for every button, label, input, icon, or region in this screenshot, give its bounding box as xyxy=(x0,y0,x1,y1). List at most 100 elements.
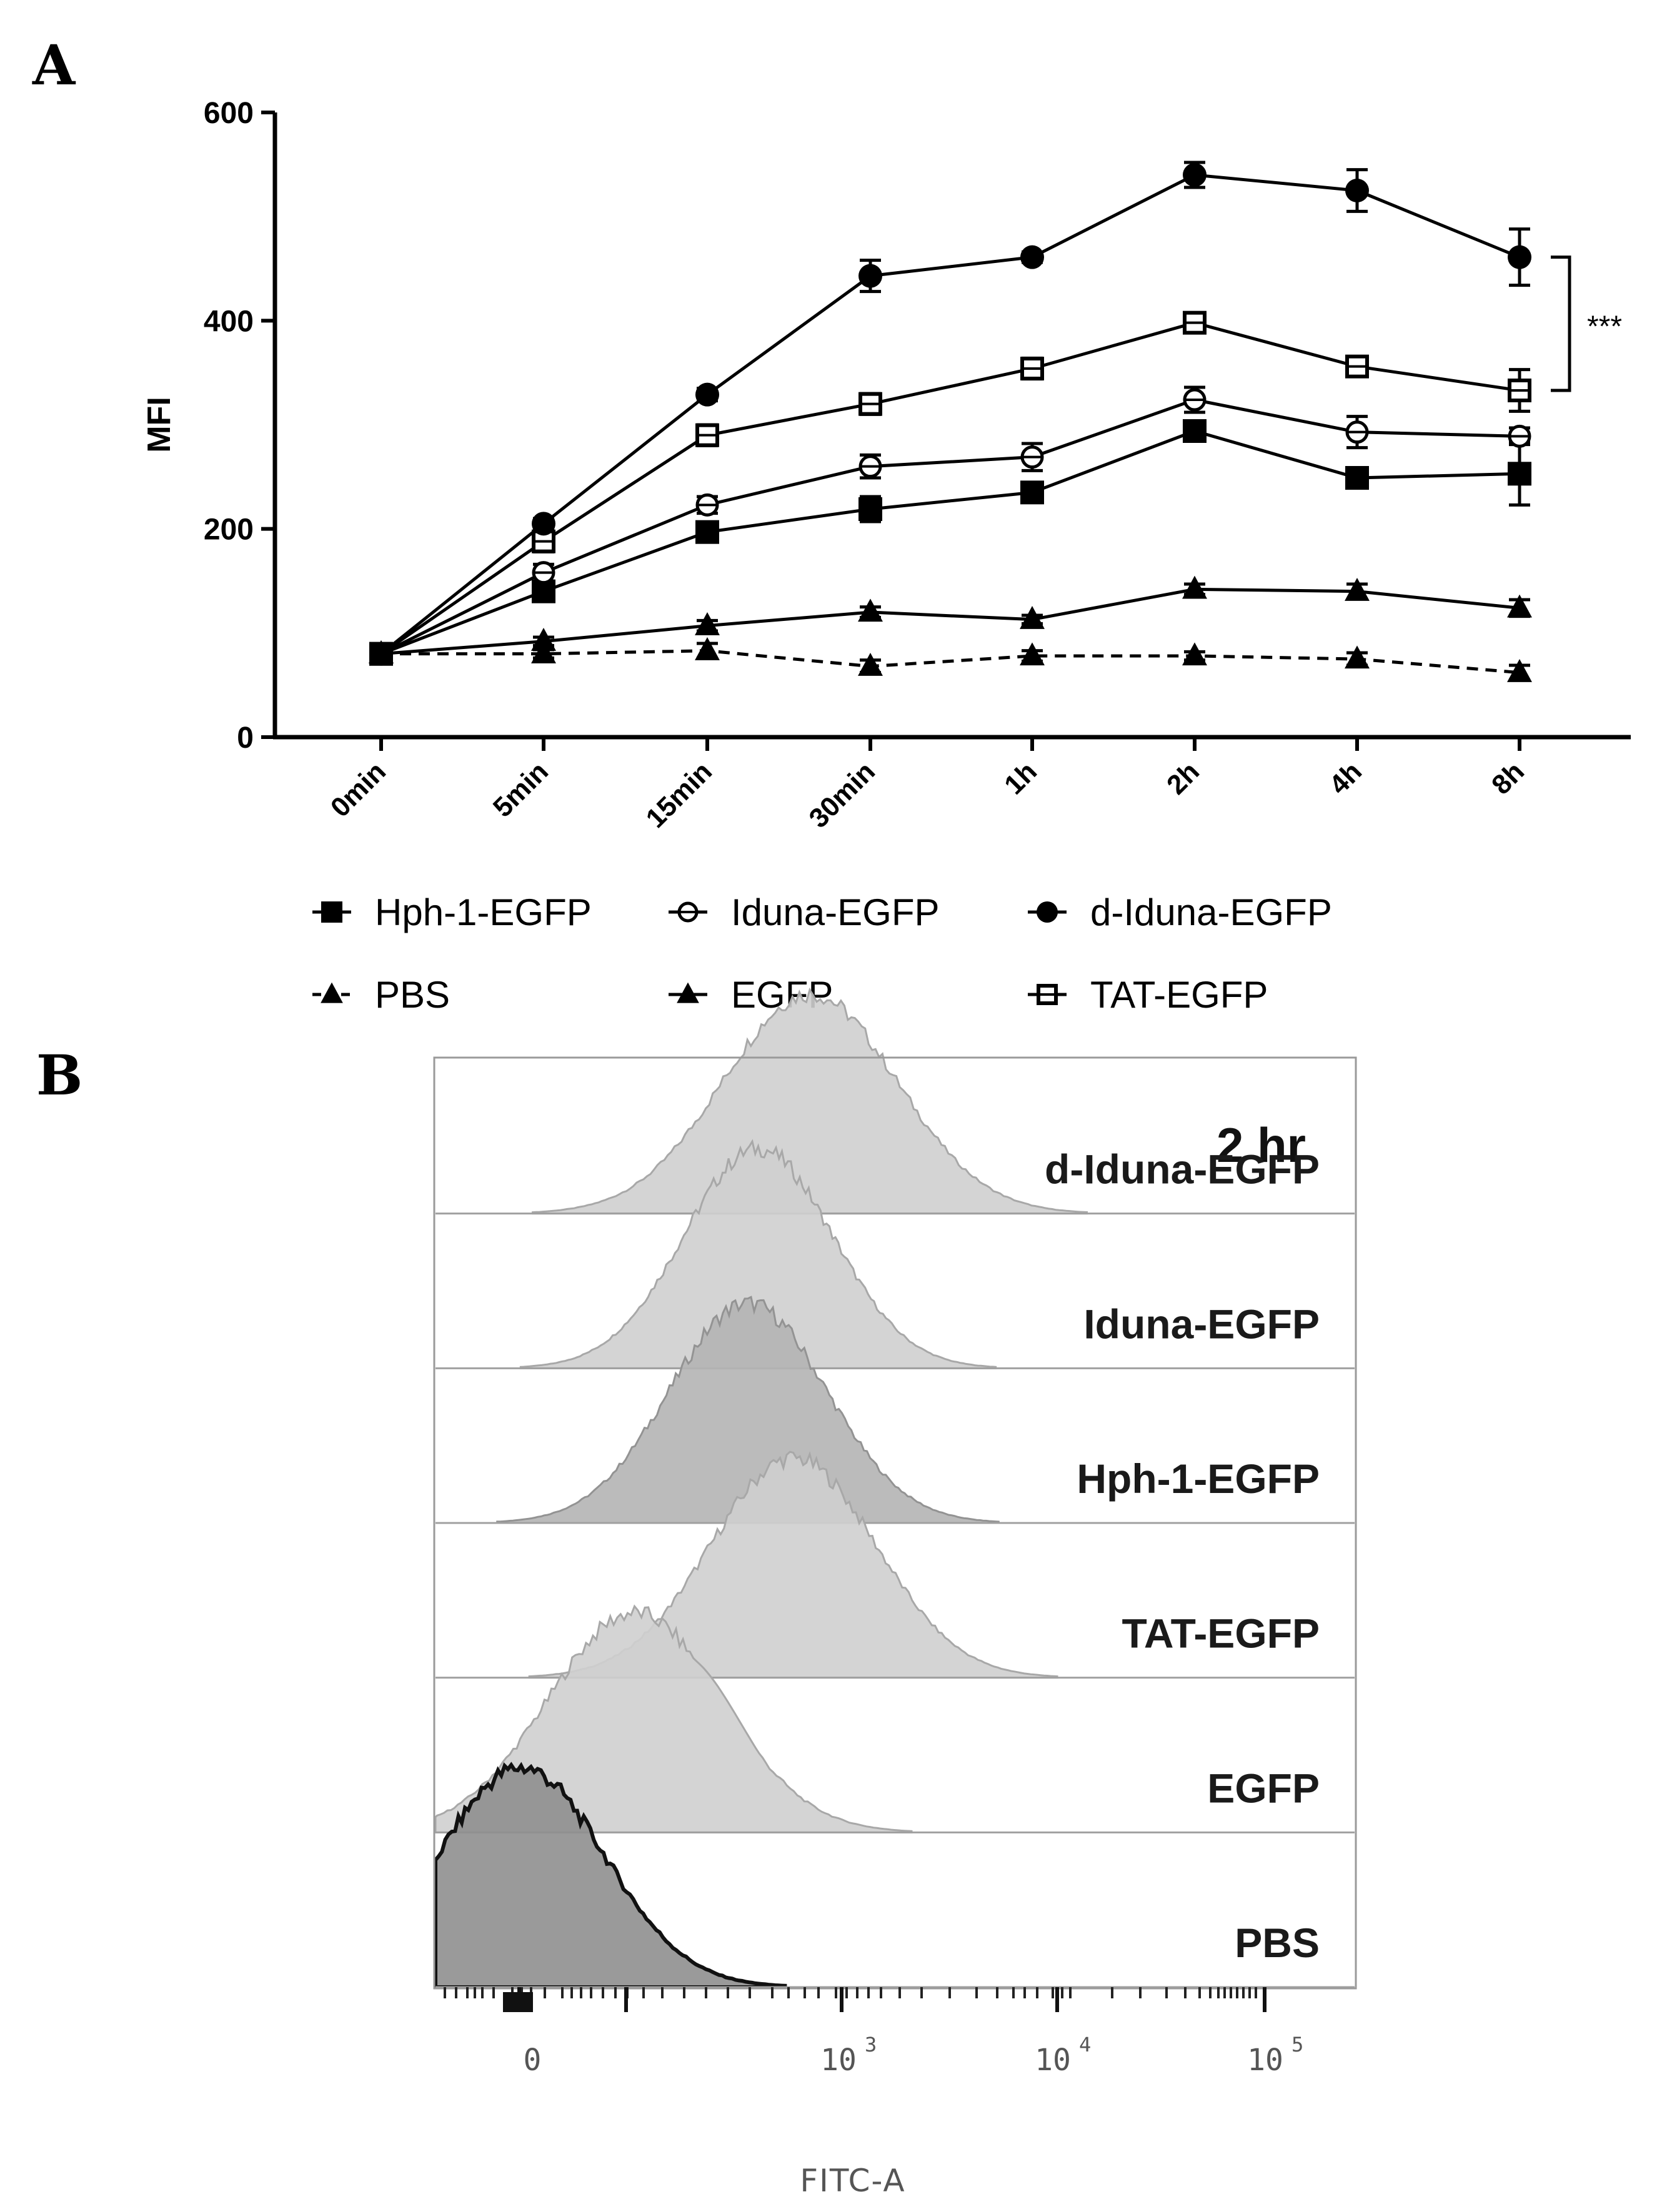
fitc-tick-label: 10 3 xyxy=(820,2033,877,2078)
legend-item: PBS xyxy=(312,974,450,1016)
data-point xyxy=(1020,357,1044,380)
data-point xyxy=(858,598,883,622)
data-point xyxy=(1182,642,1207,666)
data-point xyxy=(369,642,393,666)
x-tick-label: 8h xyxy=(1486,756,1530,800)
data-point xyxy=(1345,578,1370,601)
histogram-label: Hph-1-EGFP xyxy=(1077,1456,1320,1502)
legend-label: TAT-EGFP xyxy=(1090,974,1268,1016)
data-point xyxy=(695,382,719,407)
data-point xyxy=(1037,984,1058,1005)
fitc-tick-label: 0 xyxy=(524,2043,542,2078)
data-point xyxy=(1345,466,1369,490)
data-point xyxy=(1345,645,1370,669)
fitc-tick-label: 10 5 xyxy=(1247,2033,1303,2078)
legend-item: Iduna-EGFP xyxy=(669,891,940,933)
data-point xyxy=(1183,163,1207,187)
data-point xyxy=(1508,379,1531,402)
legend-item: Hph-1-EGFP xyxy=(312,891,592,933)
series-d-iduna-egfp xyxy=(369,161,1531,666)
series-pbs xyxy=(369,637,1532,682)
data-point xyxy=(695,493,719,517)
fitc-axis: 0 10 3 10 4 10 5 xyxy=(444,1987,1303,2078)
data-point xyxy=(1182,575,1207,599)
data-point xyxy=(1508,462,1531,486)
data-point xyxy=(531,628,556,651)
data-point xyxy=(695,423,719,447)
data-point xyxy=(695,612,720,635)
data-point xyxy=(1508,424,1531,448)
fitc-tick-exponent: 5 xyxy=(1291,2033,1303,2056)
histogram-chart: 2 hr d-Iduna-EGFP Iduna-EGFP Hph-1-EGFP TAT… xyxy=(433,987,1357,2199)
fitc-tick-base: 10 xyxy=(1247,2043,1283,2078)
fitc-tick-base: 10 xyxy=(1035,2043,1071,2078)
axes xyxy=(272,112,1631,740)
fitc-tick-base: 0 xyxy=(524,2043,542,2078)
data-point xyxy=(1020,245,1044,269)
histogram-iduna-egfp xyxy=(435,1139,1355,1369)
histogram-labels: d-Iduna-EGFP Iduna-EGFP Hph-1-EGFP TAT-EGFP… xyxy=(1045,1146,1320,1966)
legend-label: Hph-1-EGFP xyxy=(375,891,592,933)
x-tick-label: 15min xyxy=(640,756,718,834)
histogram-label: d-Iduna-EGFP xyxy=(1045,1146,1320,1193)
histogram-label: PBS xyxy=(1235,1920,1320,1966)
series-line xyxy=(381,587,1520,656)
series-group xyxy=(369,161,1532,682)
fitc-tick-exponent: 3 xyxy=(865,2033,877,2056)
series-egfp xyxy=(369,575,1532,663)
histogram-pbs xyxy=(434,1762,1355,1989)
data-point xyxy=(858,653,883,676)
data-point xyxy=(321,982,343,1003)
bracket xyxy=(1551,255,1571,392)
fitc-tick-base: 10 xyxy=(820,2043,857,2078)
data-point xyxy=(1345,354,1369,379)
series-hph-1-egfp xyxy=(369,419,1531,666)
line-chart: 0 200 400 600 0min 5min 15min 30min 1h 2h 4h 8h **… xyxy=(141,97,1631,1016)
legend-label: PBS xyxy=(375,974,450,1016)
histogram-hph-1-egfp xyxy=(435,1296,1355,1524)
y-tick-label: 200 xyxy=(204,513,254,547)
histogram-curve xyxy=(519,1139,997,1369)
y-tick-label: 0 xyxy=(237,722,254,755)
data-point xyxy=(1020,445,1044,469)
data-point xyxy=(1183,310,1207,335)
y-tick-label: 600 xyxy=(204,97,254,130)
data-point xyxy=(321,901,342,923)
data-point xyxy=(695,520,719,544)
legend-item: d-Iduna-EGFP xyxy=(1028,891,1332,933)
legend-label: Iduna-EGFP xyxy=(731,891,940,933)
data-point xyxy=(1020,642,1045,666)
legend-label: d-Iduna-EGFP xyxy=(1090,891,1332,933)
y-ticks: 0 200 400 600 xyxy=(204,97,275,755)
histogram-curve xyxy=(434,1762,787,1989)
data-point xyxy=(1020,606,1045,629)
x-ticks: 0min 5min 15min 30min 1h 2h 4h 8h xyxy=(325,737,1530,834)
legend-item: TAT-EGFP xyxy=(1028,974,1268,1016)
histogram-tracks xyxy=(434,987,1355,1989)
significance-label: *** xyxy=(1587,310,1622,343)
panel-letter-a: A xyxy=(32,32,76,97)
data-point xyxy=(1508,245,1531,269)
histogram-label: EGFP xyxy=(1207,1765,1320,1811)
data-point xyxy=(1507,659,1532,682)
plot-frame xyxy=(433,1056,1357,1990)
series-line xyxy=(380,173,1520,655)
x-axis-label: FITC-A xyxy=(800,2163,905,2199)
histogram-label: Iduna-EGFP xyxy=(1083,1301,1320,1347)
series-line xyxy=(381,649,1520,675)
fitc-tick-label: 10 4 xyxy=(1035,2033,1091,2078)
x-tick-label: 4h xyxy=(1323,756,1368,800)
data-point xyxy=(677,982,699,1003)
series-line xyxy=(380,398,1520,655)
x-tick-label: 5min xyxy=(487,756,554,823)
x-tick-label: 1h xyxy=(998,756,1043,800)
data-point xyxy=(532,561,555,585)
data-point xyxy=(1183,419,1207,443)
y-axis-label: MFI xyxy=(141,397,177,453)
data-point xyxy=(1020,480,1044,505)
histogram-curve xyxy=(434,1604,913,1833)
y-tick-label: 400 xyxy=(204,305,254,338)
panel-letter-b: B xyxy=(36,1043,82,1108)
data-point xyxy=(677,901,699,923)
